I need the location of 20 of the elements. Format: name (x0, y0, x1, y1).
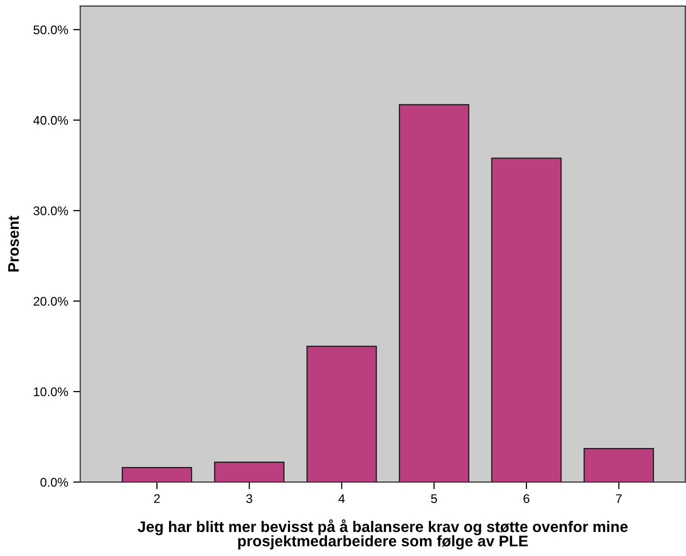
y-tick-label: 30.0% (33, 206, 68, 216)
y-axis-title: Prosent (8, 216, 19, 272)
x-tick-label: 3 (246, 494, 252, 504)
x-tick-label: 4 (338, 494, 345, 503)
x-axis-title: Jeg har blitt mer bevisst på å balansere krav og støtte ovenfor mine prosjektmedarbeidere som følge av PLE (138, 519, 628, 550)
y-tick-label: 0.0% (40, 478, 68, 487)
bar (584, 448, 654, 482)
y-tick-label: 40.0% (33, 116, 68, 125)
y-tick-label: 20.0% (34, 296, 68, 306)
bar (398, 104, 470, 482)
bar (306, 346, 377, 482)
y-tick-label: 10.0% (34, 387, 68, 396)
x-tick-label: 6 (524, 494, 530, 504)
bar (214, 462, 284, 482)
bar (122, 467, 192, 482)
x-tick-label: 5 (431, 494, 438, 504)
x-tick-label: 2 (154, 494, 160, 503)
x-tick-label: 7 (616, 494, 622, 503)
bar (491, 158, 562, 482)
y-tick-label: 50.0% (34, 25, 68, 34)
